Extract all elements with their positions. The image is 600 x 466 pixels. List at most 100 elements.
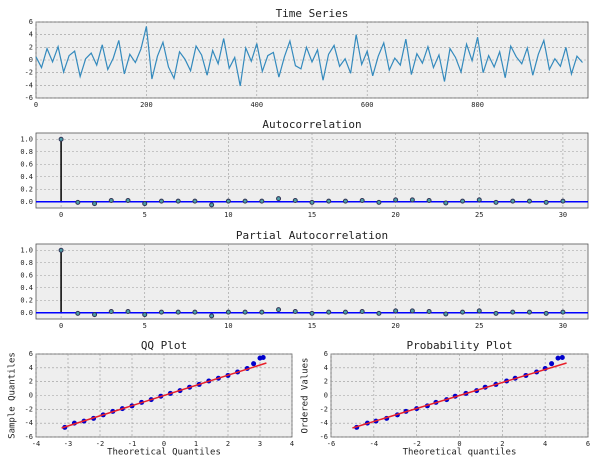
stem-marker: [142, 312, 148, 318]
y-tick-label: -6: [25, 433, 33, 441]
stem-marker: [108, 198, 114, 203]
y-tick-label: 6: [324, 350, 328, 358]
x-tick-label: 4: [290, 440, 294, 448]
y-tick-label: 0: [324, 392, 328, 400]
y-tick-label: -4: [320, 419, 328, 427]
stem-marker: [426, 198, 432, 203]
stem-marker: [242, 309, 248, 315]
x-tick-label: 600: [361, 101, 374, 109]
stem-marker: [158, 198, 164, 204]
x-tick-label: 10: [224, 211, 232, 219]
y-tick-label: 0.8: [20, 259, 33, 267]
stem-marker: [292, 198, 298, 203]
x-tick-label: 0: [59, 211, 63, 219]
y-tick-label: -2: [25, 69, 33, 77]
x-tick-label: 200: [140, 101, 153, 109]
x-tick-label: 20: [391, 211, 399, 219]
stem-marker: [476, 197, 482, 203]
y-tick-label: 0.6: [20, 271, 33, 279]
x-tick-label: 15: [308, 211, 316, 219]
x-tick-label: 4: [543, 440, 547, 448]
y-tick-label: 2: [29, 378, 33, 386]
stem-marker: [192, 309, 198, 315]
x-tick-label: 3: [258, 440, 262, 448]
x-tick-label: -4: [370, 440, 378, 448]
stem-marker: [443, 311, 449, 317]
stem-marker: [108, 309, 114, 314]
point: [549, 361, 555, 367]
x-axis-label: Theoretical Quantiles: [107, 448, 221, 458]
x-tick-label: 0: [34, 101, 38, 109]
x-tick-label: 400: [250, 101, 263, 109]
stem-marker: [393, 308, 399, 314]
x-tick-label: 0: [59, 322, 63, 330]
stem-marker: [376, 199, 382, 205]
x-tick-label: 30: [559, 211, 567, 219]
y-tick-label: 2: [29, 43, 33, 51]
subplot: 0 200 400 600 800 -6 -4 -2 0 2 4 6 Time Series: [25, 7, 589, 109]
y-tick-label: 0.4: [20, 173, 33, 181]
subplot: -6 -4 -2 0 2 4 6 -6 -4 -2 0 2 4 6 Probability Plot Theo…: [301, 339, 591, 458]
subplot-title: QQ Plot: [141, 339, 187, 352]
x-tick-label: -2: [412, 440, 420, 448]
point: [260, 354, 266, 360]
stem-marker: [359, 198, 365, 203]
x-tick-label: 25: [475, 322, 483, 330]
y-tick-label: 0.0: [20, 198, 33, 206]
y-axis-label: Sample Quantiles: [8, 352, 18, 439]
stem-marker: [259, 198, 265, 204]
stem-marker: [326, 198, 332, 204]
x-tick-label: 30: [559, 322, 567, 330]
y-tick-label: 4: [324, 364, 328, 372]
subplot-title: Partial Autocorrelation: [236, 229, 388, 242]
x-tick-label: 5: [143, 322, 147, 330]
stem-marker: [409, 197, 415, 203]
stem-marker: [209, 202, 215, 208]
stem-marker: [125, 309, 131, 314]
y-tick-label: 0.6: [20, 160, 33, 168]
y-tick-label: -2: [25, 405, 33, 413]
y-tick-label: 0: [29, 392, 33, 400]
series-line: [35, 26, 583, 87]
x-tick-label: -1: [128, 440, 136, 448]
fit-line: [61, 362, 267, 429]
y-tick-label: 6: [29, 18, 33, 26]
y-tick-label: -4: [25, 81, 33, 89]
stem-marker: [58, 247, 64, 253]
stem-marker: [75, 310, 81, 316]
stem-marker: [276, 196, 282, 202]
subplot: 0 5 10 15 20 25 30 0.0 0.2 0.4 0.6 0.8 1.0 Autocorrel…: [20, 118, 589, 219]
stem-marker: [292, 309, 298, 314]
stem-marker: [326, 309, 332, 315]
stem-marker: [58, 136, 64, 142]
stem-marker: [493, 199, 499, 205]
y-tick-label: 0.2: [20, 185, 33, 193]
x-tick-label: 20: [391, 322, 399, 330]
stem-marker: [460, 198, 466, 204]
stem-marker: [426, 309, 432, 314]
x-tick-label: -2: [96, 440, 104, 448]
stem-marker: [543, 199, 549, 205]
x-tick-label: 0: [457, 440, 461, 448]
y-tick-label: 1.0: [20, 246, 33, 254]
x-tick-label: 25: [475, 211, 483, 219]
stem-marker: [342, 309, 348, 315]
y-tick-label: 0.8: [20, 148, 33, 156]
y-axis-label: Ordered Values: [301, 358, 311, 434]
stem-marker: [309, 310, 315, 316]
subplot-title: Time Series: [276, 7, 349, 20]
point: [555, 355, 561, 361]
y-tick-label: 4: [29, 31, 33, 39]
stem-marker: [526, 309, 532, 315]
x-tick-label: 0: [162, 440, 166, 448]
y-tick-label: 0.4: [20, 284, 33, 292]
y-tick-label: -2: [320, 405, 328, 413]
stem-marker: [259, 309, 265, 315]
stem-marker: [560, 309, 566, 315]
stem-marker: [158, 309, 164, 315]
y-tick-label: 0: [29, 56, 33, 64]
x-tick-label: -3: [64, 440, 72, 448]
stem-marker: [142, 201, 148, 207]
stem-marker: [192, 198, 198, 204]
x-tick-label: -6: [327, 440, 335, 448]
